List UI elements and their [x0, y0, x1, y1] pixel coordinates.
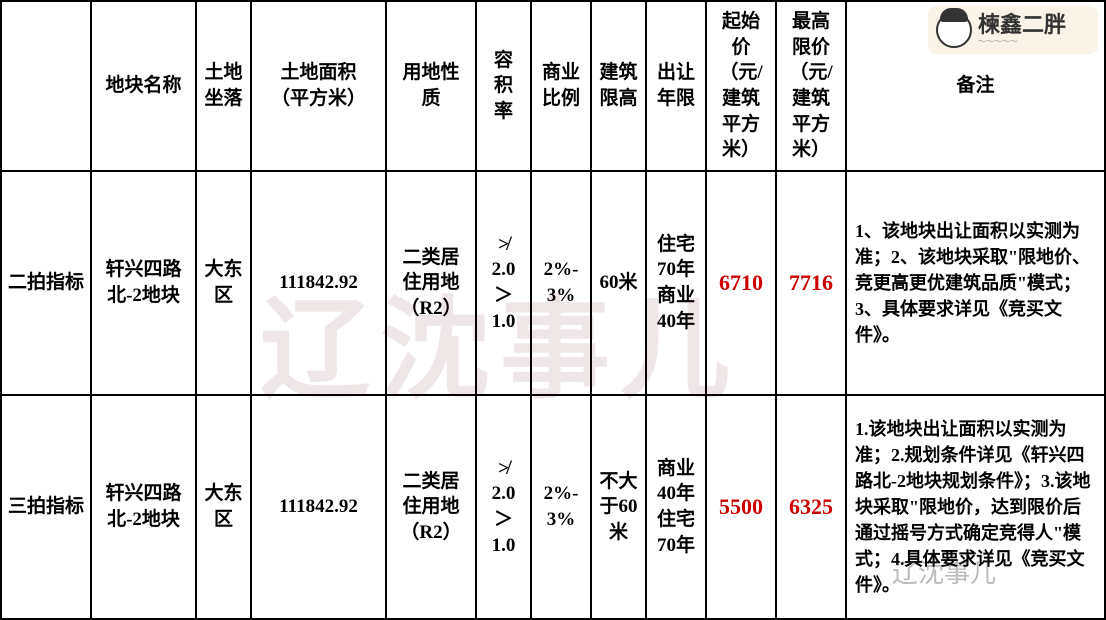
cell-commercial-ratio: 2%-3% [531, 395, 591, 619]
row-label: 三拍指标 [1, 395, 91, 619]
cell-start-price: 6710 [706, 171, 776, 395]
cell-far: ≯2.0＞1.0 [476, 395, 531, 619]
cell-plot-name: 轩兴四路北-2地块 [91, 171, 196, 395]
cell-area: 111842.92 [251, 395, 386, 619]
header-max-price: 最高限价（元/建筑平方米） [776, 1, 846, 171]
land-auction-table-container: 地块名称 土地坐落 土地面积（平方米） 用地性质 容积率 商业比例 建筑限高 出… [0, 0, 1106, 620]
cell-height-limit: 不大于60米 [591, 395, 646, 619]
cell-land-use: 二类居住用地（R2） [386, 171, 476, 395]
cell-max-price: 7716 [776, 171, 846, 395]
header-transfer-term: 出让年限 [646, 1, 706, 171]
cell-notes: 1.该地块出让面积以实测为准；2.规划条件详见《轩兴四路北-2地块规划条件》；3… [846, 395, 1105, 619]
cell-transfer-term: 商业40年住宅70年 [646, 395, 706, 619]
header-height-limit: 建筑限高 [591, 1, 646, 171]
cell-commercial-ratio: 2%-3% [531, 171, 591, 395]
cell-land-use: 二类居住用地（R2） [386, 395, 476, 619]
header-blank [1, 1, 91, 171]
header-far: 容积率 [476, 1, 531, 171]
header-location: 土地坐落 [196, 1, 251, 171]
table-row: 三拍指标 轩兴四路北-2地块 大东区 111842.92 二类居住用地（R2） … [1, 395, 1105, 619]
cell-plot-name: 轩兴四路北-2地块 [91, 395, 196, 619]
header-plot-name: 地块名称 [91, 1, 196, 171]
header-commercial-ratio: 商业比例 [531, 1, 591, 171]
cell-height-limit: 60米 [591, 171, 646, 395]
cell-notes: 1、该地块出让面积以实测为准；2、该地块采取"限地价、竞更高更优建筑品质"模式；… [846, 171, 1105, 395]
cell-transfer-term: 住宅70年商业40年 [646, 171, 706, 395]
cell-location: 大东区 [196, 395, 251, 619]
land-auction-table: 地块名称 土地坐落 土地面积（平方米） 用地性质 容积率 商业比例 建筑限高 出… [0, 0, 1106, 620]
header-start-price: 起始价（元/建筑平方米） [706, 1, 776, 171]
row-label: 二拍指标 [1, 171, 91, 395]
cell-area: 111842.92 [251, 171, 386, 395]
header-notes: 备注 [846, 1, 1105, 171]
table-row: 二拍指标 轩兴四路北-2地块 大东区 111842.92 二类居住用地（R2） … [1, 171, 1105, 395]
cell-location: 大东区 [196, 171, 251, 395]
header-row: 地块名称 土地坐落 土地面积（平方米） 用地性质 容积率 商业比例 建筑限高 出… [1, 1, 1105, 171]
cell-start-price: 5500 [706, 395, 776, 619]
cell-max-price: 6325 [776, 395, 846, 619]
header-land-use: 用地性质 [386, 1, 476, 171]
header-area: 土地面积（平方米） [251, 1, 386, 171]
cell-far: ≯2.0＞1.0 [476, 171, 531, 395]
